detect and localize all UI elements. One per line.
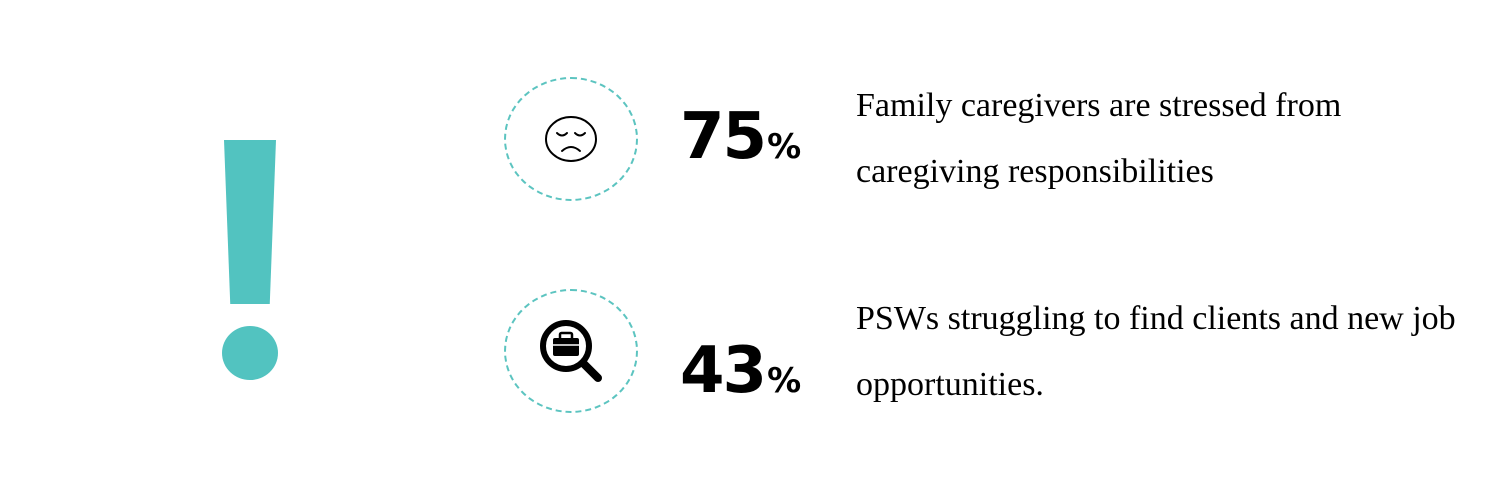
exclamation-dot bbox=[222, 326, 278, 380]
stat-2-icon-circle bbox=[504, 289, 638, 413]
job-search-icon bbox=[540, 320, 602, 382]
stat-2-description: PSWs struggling to find clients and new … bbox=[856, 300, 1456, 403]
stat-1-value: 75 % bbox=[680, 100, 801, 174]
sad-face-icon bbox=[545, 116, 597, 162]
stat-1-description: Family caregivers are stressed from care… bbox=[856, 87, 1342, 190]
stat-1-number: 75 bbox=[680, 100, 767, 174]
stat-2-number: 43 bbox=[680, 334, 767, 408]
stat-2-value: 43 % bbox=[680, 334, 801, 408]
stat-2-unit: % bbox=[767, 361, 802, 401]
stat-1-unit: % bbox=[767, 127, 802, 167]
stat-1-icon-circle bbox=[504, 77, 638, 201]
exclamation-bar bbox=[224, 140, 276, 304]
